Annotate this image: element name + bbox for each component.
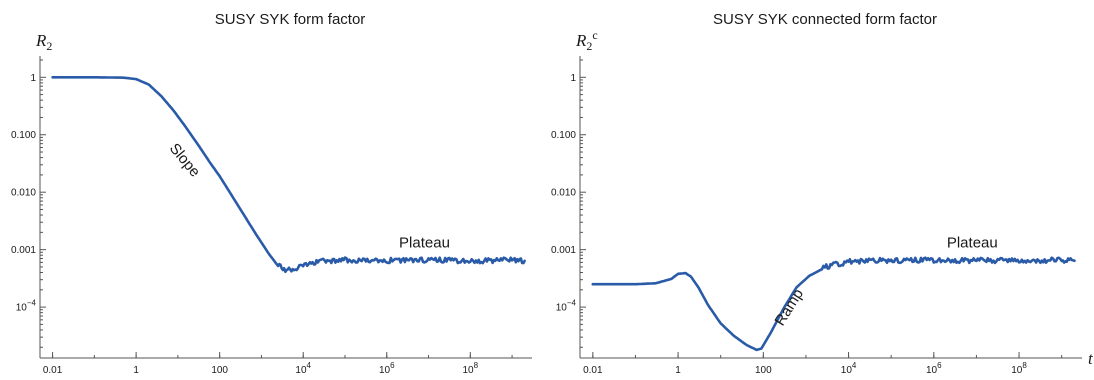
y-tick-label: 1 [30,73,36,84]
chart-title: SUSY SYK form factor [215,11,366,28]
series-line [51,76,526,274]
annotation-label: Plateau [947,234,998,251]
x-tick-label: 104 [841,361,857,376]
y-tick-label: 10−4 [16,299,37,314]
y-tick-label: 10−4 [556,299,577,314]
x-tick-label: 0.01 [583,365,603,376]
y-tick-label: 0.100 [551,130,576,141]
y-tick-label: 0.010 [11,188,36,199]
x-tick-label: 106 [926,361,942,376]
x-tick-label: 1 [675,365,681,376]
chart-panel-form-factor: SUSY SYK form factor R2 0.01 1 100 104 106 108 1… [11,11,532,376]
x-axis-label: t [1088,349,1094,368]
chart-title: SUSY SYK connected form factor [713,11,937,28]
annotation-label: Plateau [399,234,450,251]
x-tick-label: 100 [211,365,228,376]
x-tick-label: 100 [755,365,772,376]
y-tick-label: 1 [570,73,576,84]
y-axis-label: R2 [35,31,52,53]
series-line [591,256,1076,352]
x-tick-label: 1 [133,365,139,376]
y-axis-label: R2c [575,28,598,53]
y-tick-label: 0.010 [551,188,576,199]
y-tick-label: 0.100 [11,130,36,141]
y-tick-label: 0.001 [551,245,576,256]
y-tick-label: 0.001 [11,245,36,256]
x-tick-label: 108 [463,361,479,376]
x-tick-label: 106 [379,361,395,376]
x-tick-label: 108 [1011,361,1027,376]
x-tick-label: 0.01 [43,365,63,376]
x-tick-label: 104 [295,361,311,376]
chart-panel-connected-form-factor: SUSY SYK connected form factor R2c t 0.01 1 1… [551,11,1094,376]
annotation-label: Ramp [771,286,807,329]
